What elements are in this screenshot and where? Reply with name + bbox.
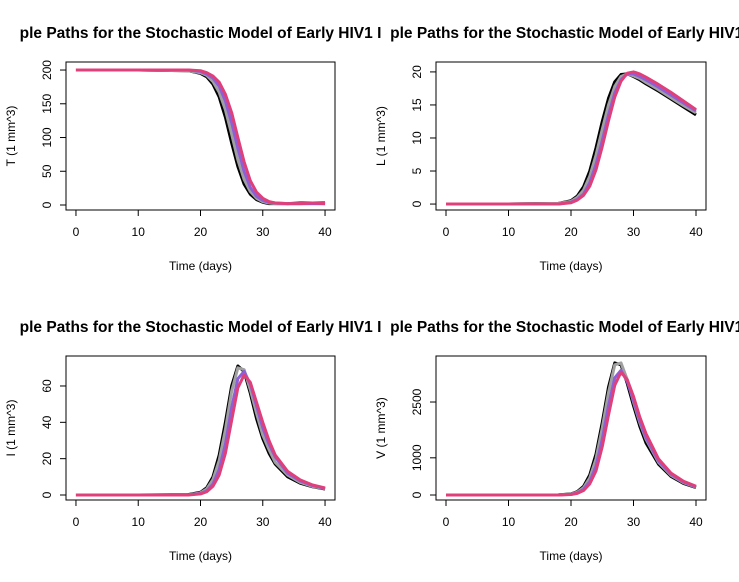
sample-path — [446, 72, 697, 206]
x-tick-label: 20 — [194, 225, 208, 239]
sample-path — [75, 68, 326, 206]
x-axis-label: Time (days) — [540, 549, 603, 563]
x-tick-label: 40 — [318, 225, 332, 239]
sample-path — [446, 368, 697, 497]
y-tick-label: 200 — [40, 60, 54, 80]
y-tick-label: 60 — [40, 379, 54, 393]
y-tick-label: 20 — [40, 452, 54, 466]
y-tick-label: 0 — [40, 201, 54, 208]
x-tick-label: 30 — [256, 515, 270, 529]
y-tick-label: 5 — [410, 167, 424, 174]
x-tick-label: 40 — [689, 225, 703, 239]
plot-frame — [435, 61, 707, 211]
x-tick-label: 40 — [318, 515, 332, 529]
panel-title: ple Paths for the Stochastic Model of Ea… — [390, 319, 739, 336]
y-tick-label: 50 — [40, 164, 54, 178]
x-tick-label: 40 — [689, 515, 703, 529]
sample-path — [75, 68, 326, 206]
sample-path — [75, 68, 326, 206]
x-tick-label: 30 — [256, 225, 270, 239]
panel-title: ple Paths for the Stochastic Model of Ea… — [20, 25, 382, 42]
y-axis-label: L (1 mm^3) — [374, 106, 388, 166]
sample-path — [75, 68, 326, 206]
y-tick-label: 0 — [410, 491, 424, 498]
x-tick-label: 30 — [627, 225, 641, 239]
y-tick-label: 20 — [410, 65, 424, 79]
sample-path — [446, 72, 697, 206]
y-tick-label: 150 — [40, 93, 54, 113]
sample-path — [446, 72, 697, 206]
sample-path — [446, 70, 697, 206]
y-tick-label: 0 — [410, 200, 424, 207]
panel-title: ple Paths for the Stochastic Model of Ea… — [20, 319, 382, 336]
x-axis-label: Time (days) — [169, 259, 232, 273]
y-axis-label: I (1 mm^3) — [4, 400, 18, 457]
sample-path — [446, 370, 697, 497]
y-tick-label: 15 — [410, 98, 424, 112]
sample-path — [446, 361, 697, 497]
x-tick-label: 20 — [564, 225, 578, 239]
x-tick-label: 20 — [564, 515, 578, 529]
y-tick-label: 100 — [40, 127, 54, 147]
y-tick-label: 2500 — [410, 388, 424, 415]
x-tick-label: 10 — [132, 515, 146, 529]
x-tick-label: 0 — [73, 225, 80, 239]
x-axis-label: Time (days) — [540, 259, 603, 273]
x-tick-label: 0 — [443, 515, 450, 529]
y-axis-label: T (1 mm^3) — [4, 106, 18, 167]
x-tick-label: 10 — [132, 225, 146, 239]
x-tick-label: 20 — [194, 515, 208, 529]
panel-title: ple Paths for the Stochastic Model of Ea… — [390, 25, 739, 42]
x-tick-label: 10 — [502, 515, 516, 529]
y-tick-label: 40 — [40, 415, 54, 429]
x-axis-label: Time (days) — [169, 549, 232, 563]
plot-frame — [65, 61, 336, 211]
y-axis-label: V (1 mm^3) — [374, 397, 388, 459]
sample-path — [75, 373, 326, 497]
y-tick-label: 1000 — [410, 444, 424, 471]
x-tick-label: 10 — [502, 225, 516, 239]
plot-frame — [65, 355, 336, 501]
plot-frame — [435, 355, 707, 501]
y-tick-label: 0 — [40, 491, 54, 498]
sample-path — [446, 361, 697, 497]
x-tick-label: 0 — [73, 515, 80, 529]
y-tick-label: 10 — [410, 131, 424, 145]
x-tick-label: 30 — [627, 515, 641, 529]
sample-path — [75, 366, 326, 497]
x-tick-label: 0 — [443, 225, 450, 239]
